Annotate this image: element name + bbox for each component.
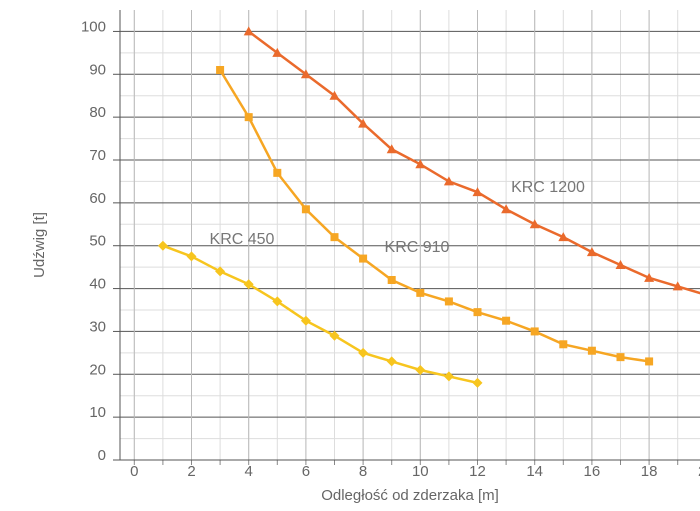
marker — [358, 347, 369, 358]
marker — [586, 247, 597, 257]
marker — [472, 377, 483, 388]
marker — [244, 113, 253, 122]
y-tick-label: 0 — [98, 447, 106, 464]
marker — [329, 330, 340, 341]
marker — [387, 276, 396, 284]
x-tick-label: 4 — [245, 463, 253, 480]
y-tick-label: 20 — [89, 361, 106, 378]
marker — [386, 144, 397, 154]
marker — [615, 260, 626, 269]
y-tick-label: 80 — [89, 104, 106, 121]
x-tick-label: 2 — [187, 463, 195, 480]
marker — [215, 266, 226, 277]
marker — [300, 315, 311, 326]
series-line — [162, 244, 478, 385]
x-tick-label: 16 — [584, 463, 601, 480]
marker — [616, 353, 625, 362]
marker — [501, 204, 512, 214]
marker — [186, 251, 197, 262]
marker — [443, 371, 454, 382]
x-tick-label: 0 — [130, 463, 138, 480]
y-tick-label: 90 — [89, 61, 106, 78]
y-tick-label: 30 — [89, 318, 106, 335]
series-line — [247, 30, 700, 295]
marker — [587, 346, 596, 355]
series-label: KRC 1200 — [511, 179, 585, 196]
marker — [272, 296, 283, 307]
series-label: KRC 910 — [385, 239, 450, 256]
marker — [416, 288, 425, 297]
x-tick-label: 20 — [698, 463, 700, 480]
marker — [472, 187, 483, 197]
marker — [473, 308, 482, 317]
marker — [558, 232, 569, 242]
series-line — [219, 69, 650, 363]
marker — [329, 90, 340, 100]
y-tick-label: 40 — [89, 276, 106, 293]
x-tick-label: 6 — [302, 463, 310, 480]
marker — [672, 281, 683, 291]
marker — [272, 47, 283, 57]
y-tick-label: 10 — [89, 404, 106, 421]
y-tick-label: 50 — [89, 233, 106, 250]
series-label: KRC 450 — [210, 231, 275, 248]
x-tick-label: 12 — [469, 463, 486, 480]
marker — [216, 66, 225, 74]
marker — [243, 279, 254, 290]
marker — [530, 327, 539, 336]
marker — [415, 159, 426, 169]
marker — [502, 316, 511, 325]
x-tick-label: 18 — [641, 463, 658, 480]
marker — [243, 26, 254, 36]
y-axis-label: Udźwig [t] — [31, 212, 48, 278]
marker — [443, 176, 454, 186]
marker — [157, 240, 168, 251]
y-tick-label: 60 — [89, 190, 106, 207]
marker — [301, 205, 310, 214]
marker — [359, 254, 368, 263]
marker — [444, 297, 453, 306]
x-tick-label: 10 — [412, 463, 429, 480]
y-tick-label: 100 — [81, 18, 106, 35]
marker — [330, 233, 339, 242]
marker — [645, 357, 654, 366]
marker — [415, 365, 426, 375]
x-tick-label: 14 — [526, 463, 543, 480]
marker — [386, 356, 397, 367]
marker — [358, 118, 369, 128]
marker — [644, 272, 655, 282]
marker — [559, 340, 568, 349]
marker — [273, 168, 282, 177]
x-tick-label: 8 — [359, 463, 367, 480]
y-tick-label: 70 — [89, 147, 106, 164]
marker — [529, 219, 540, 229]
x-axis-label: Odległość od zderzaka [m] — [321, 487, 499, 504]
marker — [300, 69, 311, 79]
